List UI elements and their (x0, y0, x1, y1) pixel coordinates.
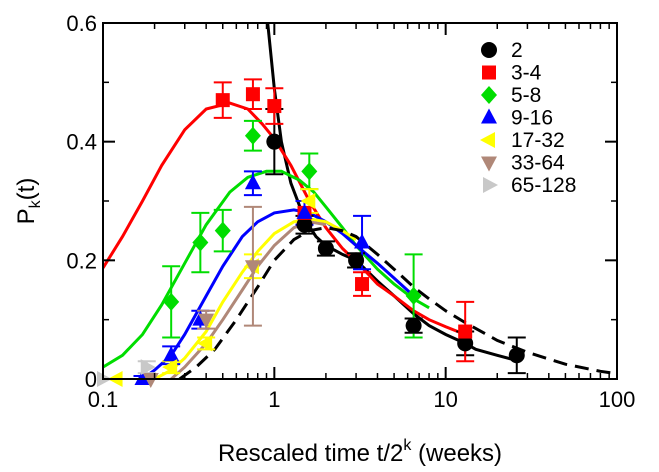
legend-label: 9-16 (511, 107, 553, 130)
data-point-9-16 (244, 174, 261, 190)
legend-marker (481, 156, 497, 172)
x-tick-label: 1 (268, 387, 280, 412)
legend-marker (481, 108, 497, 124)
data-point-5-8 (214, 221, 231, 240)
data-point-65-128 (140, 359, 156, 376)
y-tick-label: 0.6 (66, 11, 97, 36)
fit-curve-17-32 (153, 217, 357, 379)
data-point-3-4 (215, 93, 230, 108)
data-point-2 (266, 133, 283, 150)
legend-item-65-128: 65-128 (483, 174, 576, 197)
legend-marker (482, 65, 496, 80)
legend-item-3-4: 3-4 (482, 62, 542, 85)
data-point-17-32 (300, 193, 316, 209)
x-axis-label: Rescaled time t/2k (weeks) (218, 437, 502, 467)
fit-curve-3-4 (103, 101, 466, 336)
data-point-3-4 (458, 324, 473, 339)
data-point-2 (296, 216, 313, 233)
legend-label: 65-128 (511, 174, 576, 197)
data-point-2 (457, 335, 474, 352)
data-point-3-4 (355, 277, 370, 292)
data-point-9-16 (134, 370, 151, 385)
data-point-5-8 (301, 162, 318, 181)
data-point-9-16 (296, 203, 313, 219)
axis-ticks: 0.1 1 10 100 0 0.2 0.4 0.6 (66, 11, 635, 412)
y-tick-label: 0.2 (66, 248, 97, 273)
fit-curve-65-128 (178, 226, 617, 379)
legend-item-2: 2 (481, 39, 523, 62)
y-tick-label: 0.4 (66, 130, 97, 155)
y-axis-label: Pk(t) (13, 178, 44, 225)
legend-label: 2 (511, 39, 523, 62)
legend-item-9-16: 9-16 (481, 107, 553, 130)
legend-marker (483, 177, 498, 193)
data-points (97, 87, 525, 388)
data-point-5-8 (192, 233, 209, 252)
data-point-3-4 (245, 87, 260, 102)
data-point-3-4 (267, 99, 282, 114)
y-tick-label: 0 (85, 367, 97, 392)
data-point-5-8 (163, 292, 180, 311)
data-point-5-8 (244, 126, 261, 145)
data-point-5-8 (405, 286, 422, 305)
legend-label: 17-32 (511, 129, 565, 152)
x-tick-label: 100 (599, 387, 636, 412)
legend-label: 33-64 (511, 152, 565, 175)
legend-item-17-32: 17-32 (480, 129, 565, 152)
legend-marker (481, 42, 497, 58)
legend-marker (481, 86, 497, 104)
data-point-2 (317, 240, 334, 257)
data-point-2 (508, 347, 525, 364)
legend-marker (480, 132, 495, 148)
legend-item-33-64: 33-64 (481, 152, 565, 175)
legend-label: 3-4 (511, 62, 542, 85)
data-point-9-16 (354, 233, 371, 249)
fit-curve-5-8 (103, 169, 430, 369)
fit-curve-9-16 (141, 208, 415, 379)
x-tick-label: 10 (433, 387, 457, 412)
x-tick-label: 0.1 (88, 387, 119, 412)
data-point-33-64 (198, 313, 215, 329)
data-point-17-32 (162, 359, 178, 376)
legend-item-5-8: 5-8 (481, 84, 541, 107)
legend-label: 5-8 (511, 84, 541, 107)
data-point-2 (405, 317, 422, 334)
data-point-33-64 (244, 260, 261, 276)
data-point-17-32 (197, 335, 213, 352)
data-point-2 (348, 252, 365, 269)
data-point-9-16 (163, 346, 180, 362)
